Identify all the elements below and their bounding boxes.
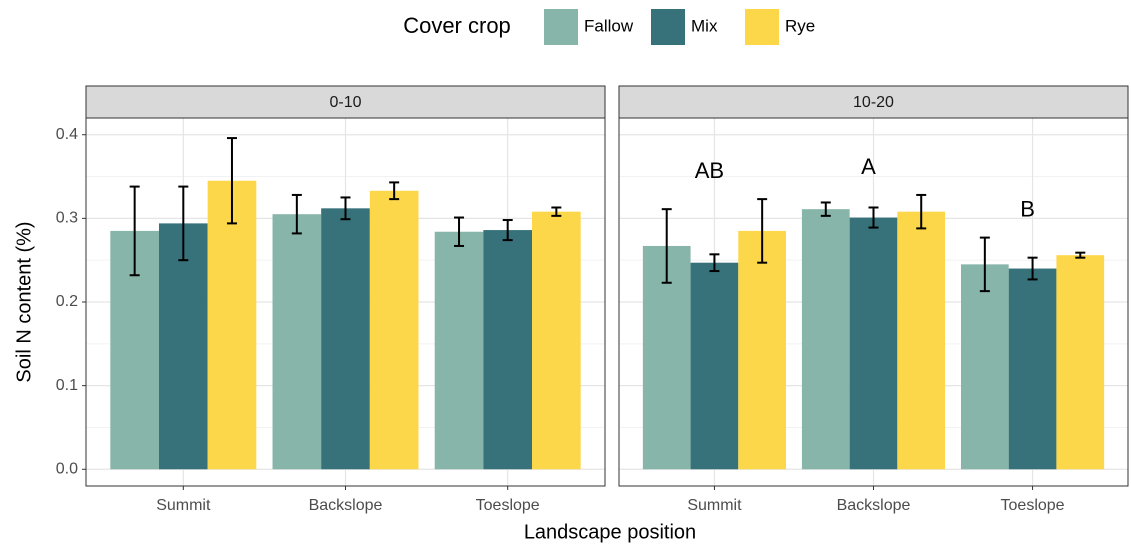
error-bar [709,253,720,273]
legend-swatch [745,9,779,45]
error-bar [820,201,831,217]
legend-title: Cover crop [403,13,511,38]
legend-label: Rye [785,16,815,35]
x-axis-label: Landscape position [524,521,696,543]
bar [1056,255,1105,470]
error-bar [389,181,400,201]
bar [1008,268,1057,470]
facet-title: 10-20 [853,94,894,111]
legend-swatch [651,9,685,45]
bar [690,262,739,470]
y-tick-label: 0.0 [56,460,78,477]
error-bar [661,208,672,284]
bar [801,209,850,470]
error-bar [979,236,990,293]
bar [434,231,484,470]
x-tick-label: Summit [156,497,211,514]
bar [272,214,322,470]
y-tick-label: 0.2 [56,293,78,310]
significance-letter: B [1020,196,1035,221]
panel-border [618,117,1129,487]
strip [618,85,1129,119]
y-tick-label: 0.1 [56,377,78,394]
x-tick-label: Toeslope [476,497,540,514]
bar [532,211,581,470]
panel-border [85,117,606,487]
error-bar [454,216,465,247]
error-bar [502,219,513,242]
legend-label: Fallow [584,16,634,35]
bar [158,223,208,470]
x-tick-label: Toeslope [1001,497,1065,514]
bar [960,264,1009,470]
bar [321,208,370,470]
significance-letter: A [861,154,876,179]
error-bar [551,206,562,217]
x-tick-label: Backslope [837,497,911,514]
significance-letter: AB [695,158,724,183]
error-bar [868,206,879,229]
legend-swatch [544,9,578,45]
bar [483,230,533,470]
facet-title: 0-10 [329,94,361,111]
strip [85,85,606,119]
error-bar [129,185,140,277]
bar [849,217,898,470]
y-axis-label: Soil N content (%) [13,221,35,382]
bar [738,230,787,470]
bar [207,180,257,470]
error-bar [226,137,237,225]
bar [897,211,946,470]
y-tick-label: 0.4 [56,126,78,143]
y-tick-label: 0.3 [56,210,78,227]
error-bar [916,193,927,230]
x-tick-label: Backslope [309,497,383,514]
error-bar [1027,256,1038,281]
x-tick-label: Summit [687,497,742,514]
error-bar [291,193,302,235]
bar [369,190,419,470]
error-bar [340,196,351,221]
error-bar [757,198,768,264]
error-bar [1075,251,1086,259]
error-bar [178,185,189,262]
legend-label: Mix [691,16,718,35]
